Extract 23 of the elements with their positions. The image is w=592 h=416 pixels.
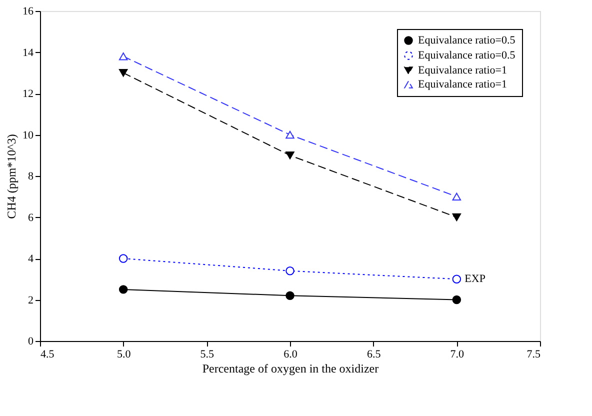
x-axis-title: Percentage of oxygen in the oxidizer: [202, 362, 379, 376]
x-tick-label: 5.5: [200, 348, 215, 360]
x-tick-label: 6.0: [284, 348, 298, 360]
y-tick-label: 6: [28, 212, 34, 224]
y-axis-title: CH4 (ppm*10^3): [4, 134, 18, 219]
y-tick-label: 2: [28, 294, 34, 306]
annotation: EXP: [464, 273, 486, 286]
y-tick-label: 8: [28, 170, 34, 182]
y-tick-label: 4: [28, 253, 34, 265]
y-tick-label: 12: [22, 88, 34, 100]
y-tick-label: 0: [28, 336, 34, 348]
x-tick-label: 6.5: [366, 348, 382, 360]
x-tick-label: 7.5: [526, 348, 541, 360]
x-tick-label: 5.0: [116, 348, 132, 360]
legend-label: Equivalance ratio=1: [418, 64, 507, 76]
legend-label: Equivalance ratio=0.5: [418, 50, 516, 62]
y-tick-label: 14: [22, 46, 34, 59]
y-tick-label: 16: [22, 6, 34, 18]
x-tick-label: 7.0: [450, 348, 465, 360]
legend-label: Equivalance ratio=1: [418, 78, 507, 90]
legend-label: Equivalance ratio=0.5: [418, 34, 516, 46]
x-tick-label: 4.5: [40, 348, 55, 360]
y-tick-label: 10: [22, 129, 34, 142]
